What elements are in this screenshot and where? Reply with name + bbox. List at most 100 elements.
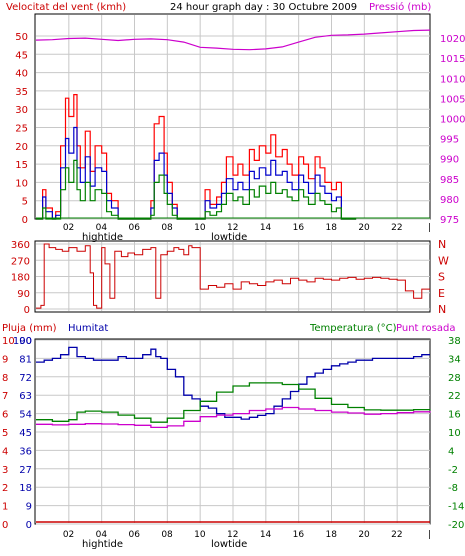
rain-y-tick-label: 7 [2, 391, 8, 402]
rain-y-tick-label: 8 [2, 373, 8, 384]
pressure-y-tick-label: 975 [440, 215, 459, 226]
humidity-y-tick-label: 18 [19, 483, 32, 494]
lower-x-tick-label: 10 [194, 530, 206, 540]
lower-x-tick-label: | [428, 530, 431, 540]
temperature-y-tick-label: -8 [448, 483, 458, 494]
rain-y-tick-label: 4 [2, 446, 8, 457]
wind-y-tick-label: 15 [15, 160, 28, 171]
direction-y-tick-label: 270 [11, 256, 30, 267]
wind-x-tick-label: 08 [161, 223, 173, 233]
pressure-y-tick-label: 1010 [440, 74, 465, 85]
direction-y-tick-label: 180 [11, 273, 30, 284]
humidity-y-tick-label: 90 [19, 336, 32, 347]
temperature-y-tick-label: 4 [448, 446, 454, 457]
dewpoint-title: Punt rosada [396, 323, 455, 334]
rain-y-tick-label: 2 [2, 483, 8, 494]
lowtide-label-bottom: lowtide [211, 539, 247, 550]
wind-x-tick-label: 06 [129, 223, 141, 233]
humidity-series-line [36, 346, 430, 420]
lower-x-tick-label: 02 [63, 530, 74, 540]
rain-y-tick-label: 1 [2, 502, 8, 513]
lower-x-tick-label: 06 [129, 530, 141, 540]
wind-y-tick-label: 35 [15, 87, 28, 98]
temperature-y-tick-label: 16 [448, 410, 461, 421]
compass-label: E [438, 287, 445, 300]
humidity-y-tick-label: 9 [26, 502, 32, 513]
rain-y-tick-label: 9 [2, 354, 8, 365]
wind-x-tick-label: 10 [194, 223, 206, 233]
lower-x-tick-label: 14 [260, 530, 272, 540]
humidity-title: Humitat [68, 323, 108, 334]
pressure-y-tick-label: 1005 [440, 94, 465, 105]
wind-y-tick-label: 30 [15, 105, 28, 116]
compass-label: W [438, 254, 449, 267]
rain-y-tick-label: 3 [2, 465, 8, 476]
compass-label: S [438, 271, 445, 284]
lower-x-tick-label: 08 [161, 530, 173, 540]
lower-x-tick-label: 16 [293, 530, 305, 540]
wind-min-series-line [36, 159, 357, 220]
humidity-y-tick-label: 63 [19, 391, 32, 402]
compass-label: N [438, 238, 446, 251]
lower-x-tick-label: 12 [227, 530, 238, 540]
temperature-y-tick-label: -20 [448, 520, 464, 531]
temperature-y-tick-label: 22 [448, 391, 461, 402]
pressure-y-tick-label: 1000 [440, 114, 465, 125]
hightide-label-top: hightide [82, 232, 123, 243]
temperature-y-tick-label: -2 [448, 465, 458, 476]
wind-x-tick-label: | [428, 223, 431, 233]
lower-x-tick-label: 18 [326, 530, 338, 540]
lower-x-tick-label: 20 [358, 530, 370, 540]
humidity-y-tick-label: 100 [13, 336, 32, 347]
temperature-y-tick-label: 38 [448, 336, 461, 347]
pressure-y-tick-label: 985 [440, 175, 459, 186]
hightide-label-bottom: hightide [82, 539, 123, 550]
wind-x-tick-label: 22 [391, 223, 402, 233]
wind-y-tick-label: 25 [15, 124, 28, 135]
lower-x-tick-label: 04 [96, 530, 108, 540]
humidity-y-tick-label: 0 [26, 520, 32, 531]
pressure-title: Pressió (mb) [369, 1, 431, 13]
wind-y-tick-label: 5 [22, 197, 28, 208]
wind-x-tick-label: 04 [96, 223, 108, 233]
wind-avg-series-line [36, 126, 357, 220]
rain-title: Pluja (mm) [2, 323, 57, 334]
pressure-series-line [35, 29, 431, 51]
temperature-y-tick-label: 34 [448, 354, 461, 365]
wind-speed-title: Velocitat del vent (kmh) [6, 2, 126, 13]
humidity-y-tick-label: 45 [19, 428, 32, 439]
humidity-y-tick-label: 36 [19, 446, 32, 457]
wind-direction-series-line [36, 243, 430, 309]
graph-date-title: 24 hour graph day : 30 Octubre 2009 [170, 2, 357, 13]
temperature-y-tick-label: -14 [448, 502, 464, 513]
wind-x-tick-label: 18 [326, 223, 338, 233]
wind-y-tick-label: 0 [22, 215, 28, 226]
pressure-y-tick-label: 1015 [440, 54, 465, 65]
temperature-series-line [36, 382, 431, 423]
direction-y-tick-label: 0 [24, 305, 30, 316]
wind-x-tick-label: 16 [293, 223, 305, 233]
wind-y-tick-label: 40 [15, 69, 28, 80]
pressure-y-tick-label: 995 [440, 135, 459, 146]
wind-y-tick-label: 45 [15, 50, 28, 61]
rain-y-tick-label: 6 [2, 410, 8, 421]
humidity-y-tick-label: 81 [19, 354, 32, 365]
temperature-title: Temperatura (°C) [309, 323, 397, 334]
wind-x-tick-label: 14 [260, 223, 272, 233]
lower-x-tick-label: 22 [391, 530, 402, 540]
wind-x-tick-label: 20 [358, 223, 370, 233]
compass-label: N [438, 303, 446, 316]
temperature-y-tick-label: 10 [448, 428, 461, 439]
wind-y-tick-label: 50 [15, 32, 28, 43]
pressure-y-tick-label: 980 [440, 195, 459, 206]
wind-y-tick-label: 20 [15, 142, 28, 153]
humidity-y-tick-label: 72 [19, 373, 32, 384]
rain-y-tick-label: 10 [2, 336, 15, 347]
direction-y-tick-label: 360 [11, 240, 30, 251]
dewpoint-series-line [36, 406, 431, 429]
wind-x-tick-label: 12 [227, 223, 238, 233]
direction-y-tick-label: 90 [17, 289, 30, 300]
rain-y-tick-label: 0 [2, 520, 8, 531]
pressure-y-tick-label: 1020 [440, 34, 465, 45]
